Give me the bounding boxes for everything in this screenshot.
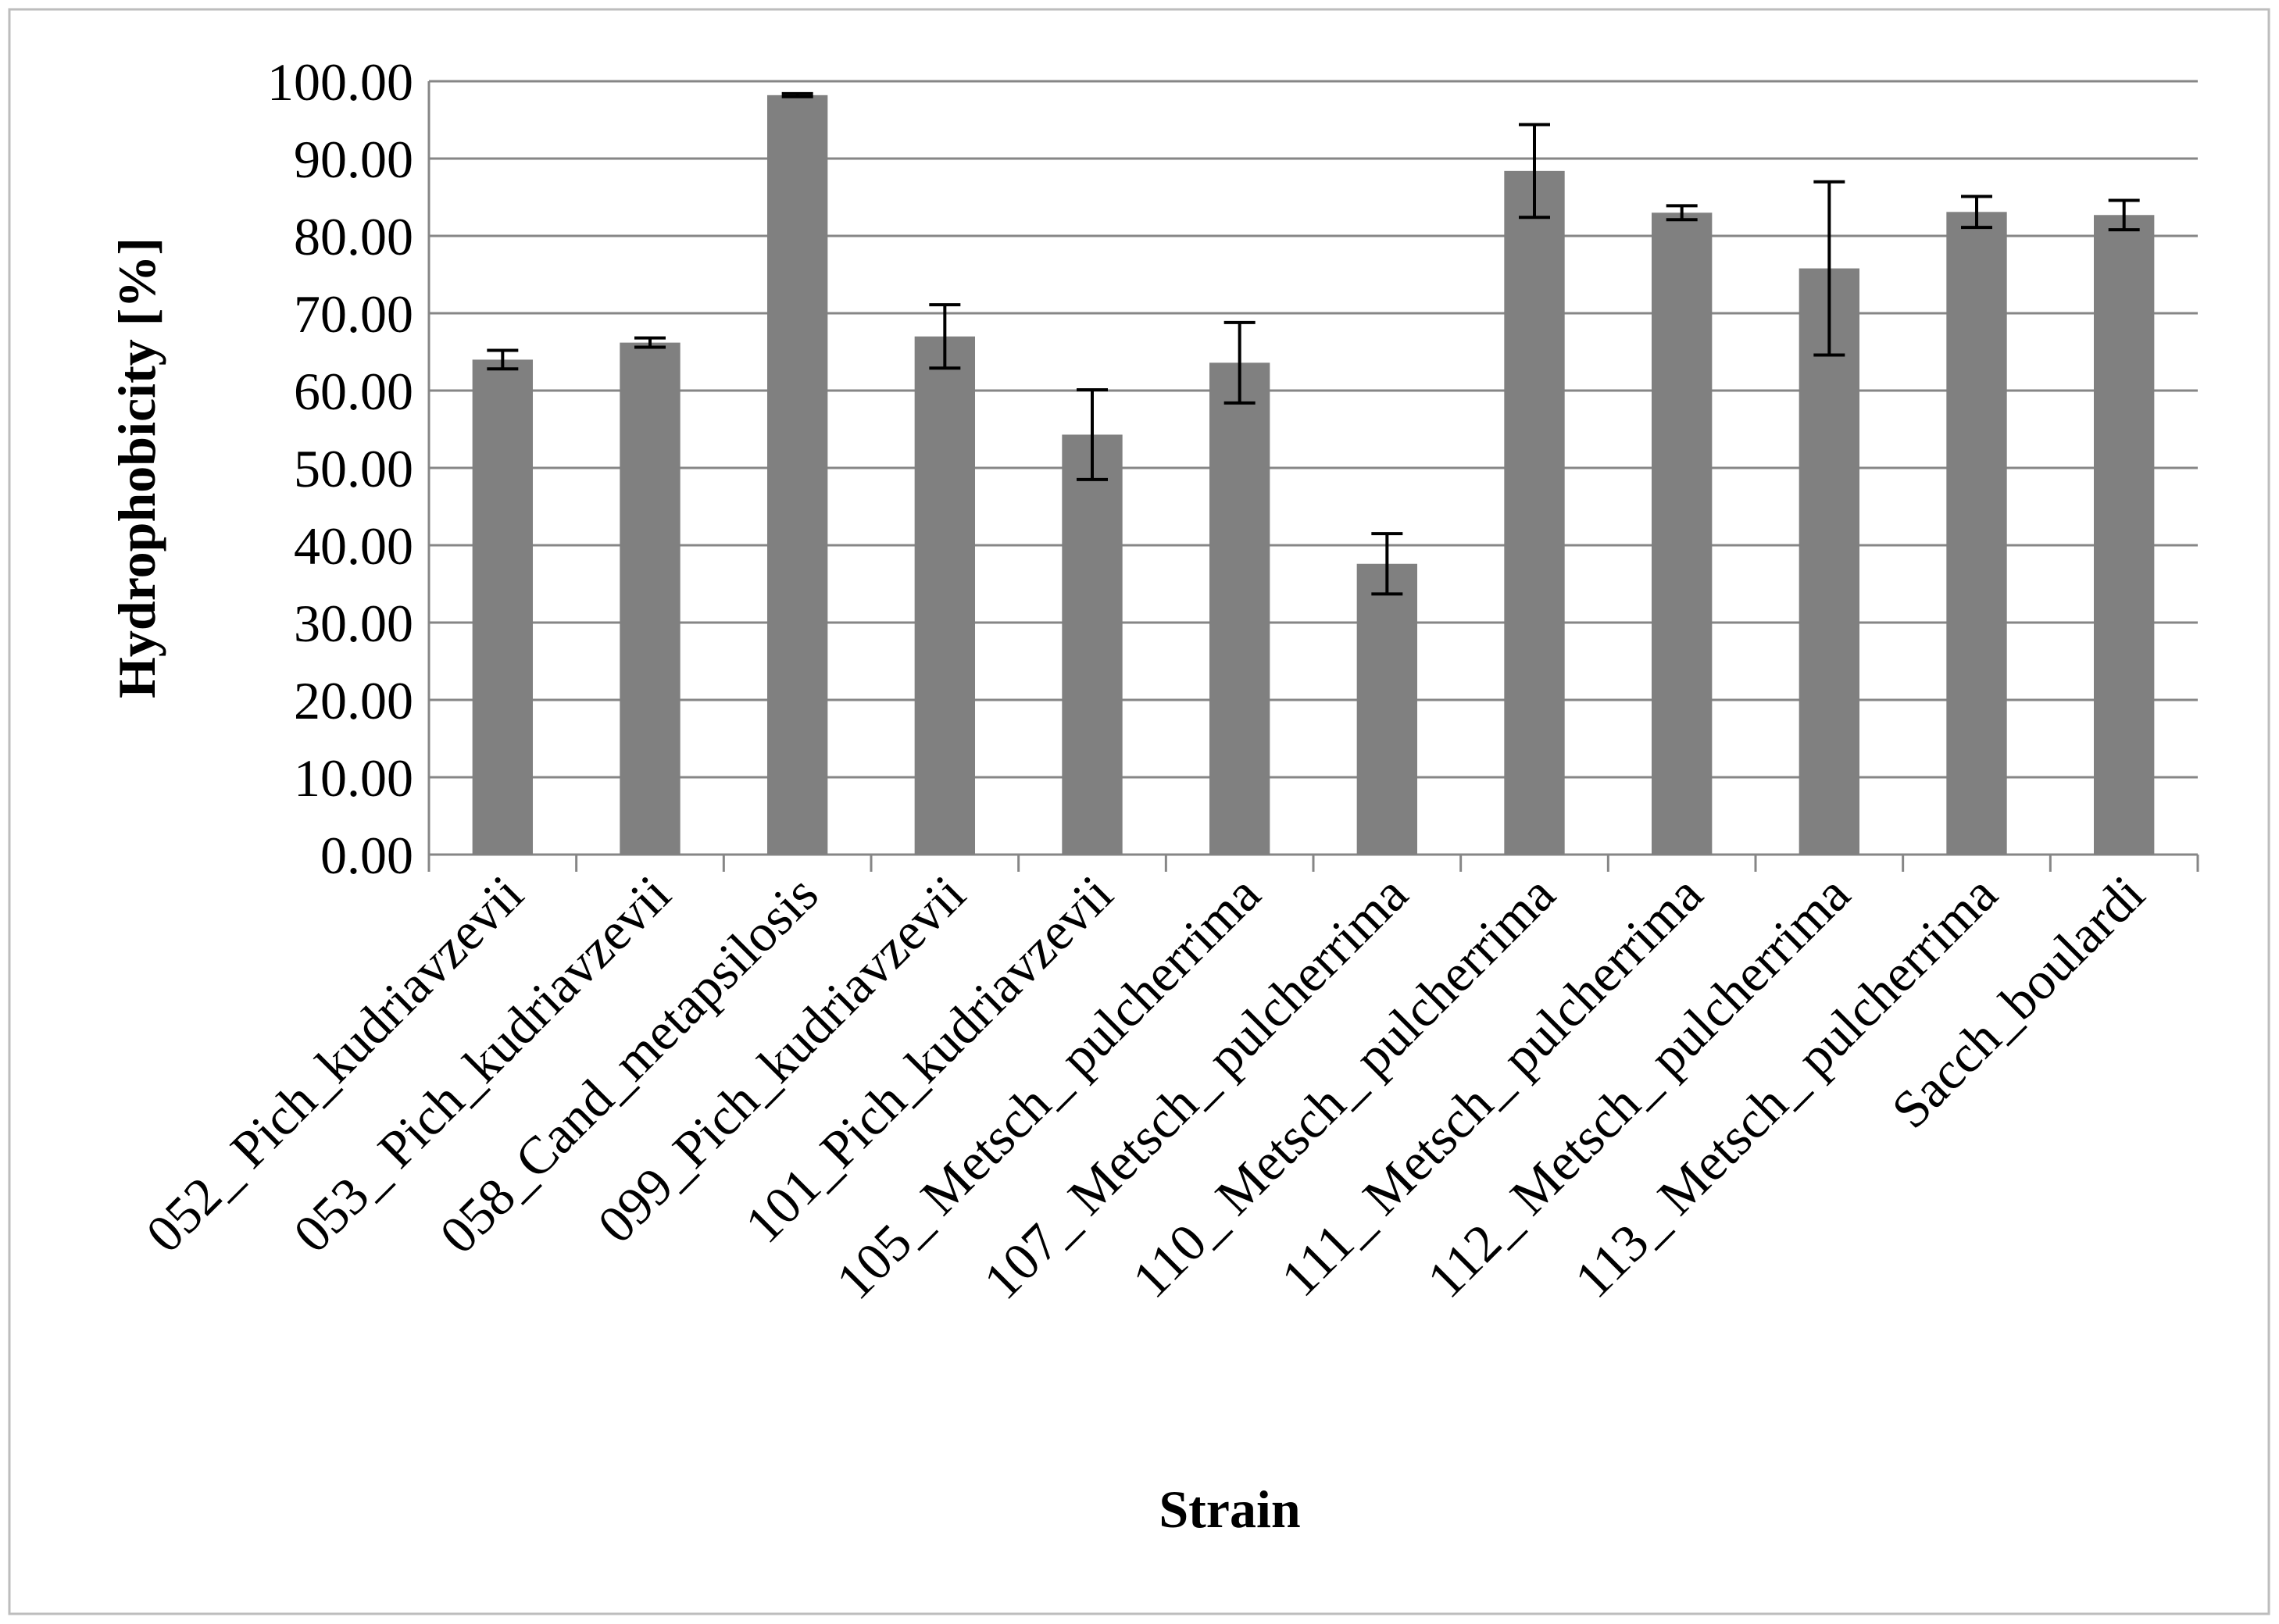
- y-tick-label: 50.00: [294, 439, 413, 498]
- bar: [620, 342, 680, 855]
- bar: [1062, 434, 1123, 855]
- bar: [1651, 212, 1713, 855]
- bar: [2093, 215, 2155, 855]
- y-tick-label: 100.00: [267, 52, 413, 112]
- bar: [1209, 362, 1270, 855]
- chart-border: [8, 8, 2270, 1615]
- y-tick-label: 90.00: [294, 130, 413, 189]
- error-bar: [2108, 198, 2140, 232]
- y-tick-label: 40.00: [294, 516, 413, 576]
- bar: [1504, 170, 1565, 855]
- y-tick-label: 80.00: [294, 207, 413, 266]
- y-tick-label: 0.00: [320, 826, 413, 885]
- bar: [1946, 212, 2007, 855]
- error-bar: [1223, 320, 1256, 405]
- bar: [766, 95, 828, 855]
- y-tick-label: 30.00: [294, 594, 413, 653]
- error-bar: [781, 91, 813, 98]
- bar: [1356, 563, 1418, 855]
- error-bar: [1813, 180, 1845, 357]
- error-bar: [1666, 204, 1698, 222]
- y-tick-label: 70.00: [294, 284, 413, 344]
- error-bar: [1519, 123, 1550, 220]
- error-bar: [1371, 532, 1403, 596]
- y-tick-label: 10.00: [294, 748, 413, 808]
- error-bar: [1077, 388, 1108, 481]
- y-tick-label: 60.00: [294, 362, 413, 421]
- bar: [472, 359, 534, 855]
- error-bar: [1961, 195, 1992, 230]
- error-bar: [929, 303, 961, 370]
- bar: [1799, 268, 1860, 855]
- y-axis-title: Hydrophobicity [%]: [107, 237, 166, 698]
- y-tick-label: 20.00: [294, 671, 413, 730]
- x-axis-title: Strain: [1159, 1479, 1300, 1539]
- error-bar: [634, 336, 666, 349]
- error-bar: [487, 348, 519, 371]
- bar: [914, 336, 976, 855]
